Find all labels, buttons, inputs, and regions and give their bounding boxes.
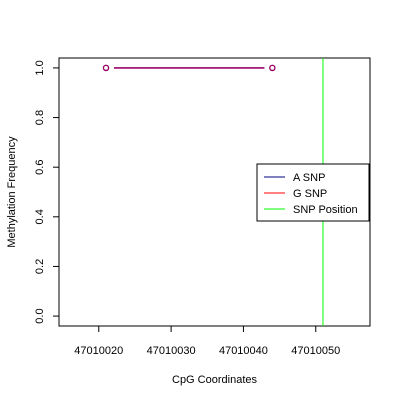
y-tick-label: 1.0 bbox=[34, 60, 46, 75]
y-tick-label: 0.6 bbox=[34, 160, 46, 175]
x-tick-label: 47010020 bbox=[74, 345, 123, 357]
legend-label: G SNP bbox=[293, 188, 327, 200]
x-tick-label: 47010040 bbox=[219, 345, 268, 357]
legend-label: SNP Position bbox=[293, 204, 358, 216]
x-tick-label: 47010050 bbox=[291, 345, 340, 357]
x-axis: 47010020 47010030 47010040 47010050 bbox=[74, 326, 340, 357]
data-point-g-snp bbox=[269, 64, 276, 72]
y-tick-label: 0.2 bbox=[34, 259, 46, 274]
y-tick-label: 0.0 bbox=[34, 308, 46, 323]
legend: A SNP G SNP SNP Position bbox=[256, 163, 370, 222]
legend-label: A SNP bbox=[293, 172, 325, 184]
y-axis: 0.0 0.2 0.4 0.6 0.8 1.0 bbox=[34, 60, 59, 324]
plot-frame bbox=[58, 57, 371, 327]
y-tick-label: 0.4 bbox=[34, 209, 46, 224]
y-tick-label: 0.8 bbox=[34, 110, 46, 125]
x-axis-title: CpG Coordinates bbox=[172, 374, 257, 386]
y-axis-title: Methylation Frequency bbox=[6, 136, 18, 248]
x-tick-label: 47010030 bbox=[147, 345, 196, 357]
data-point-g-snp bbox=[102, 64, 110, 72]
